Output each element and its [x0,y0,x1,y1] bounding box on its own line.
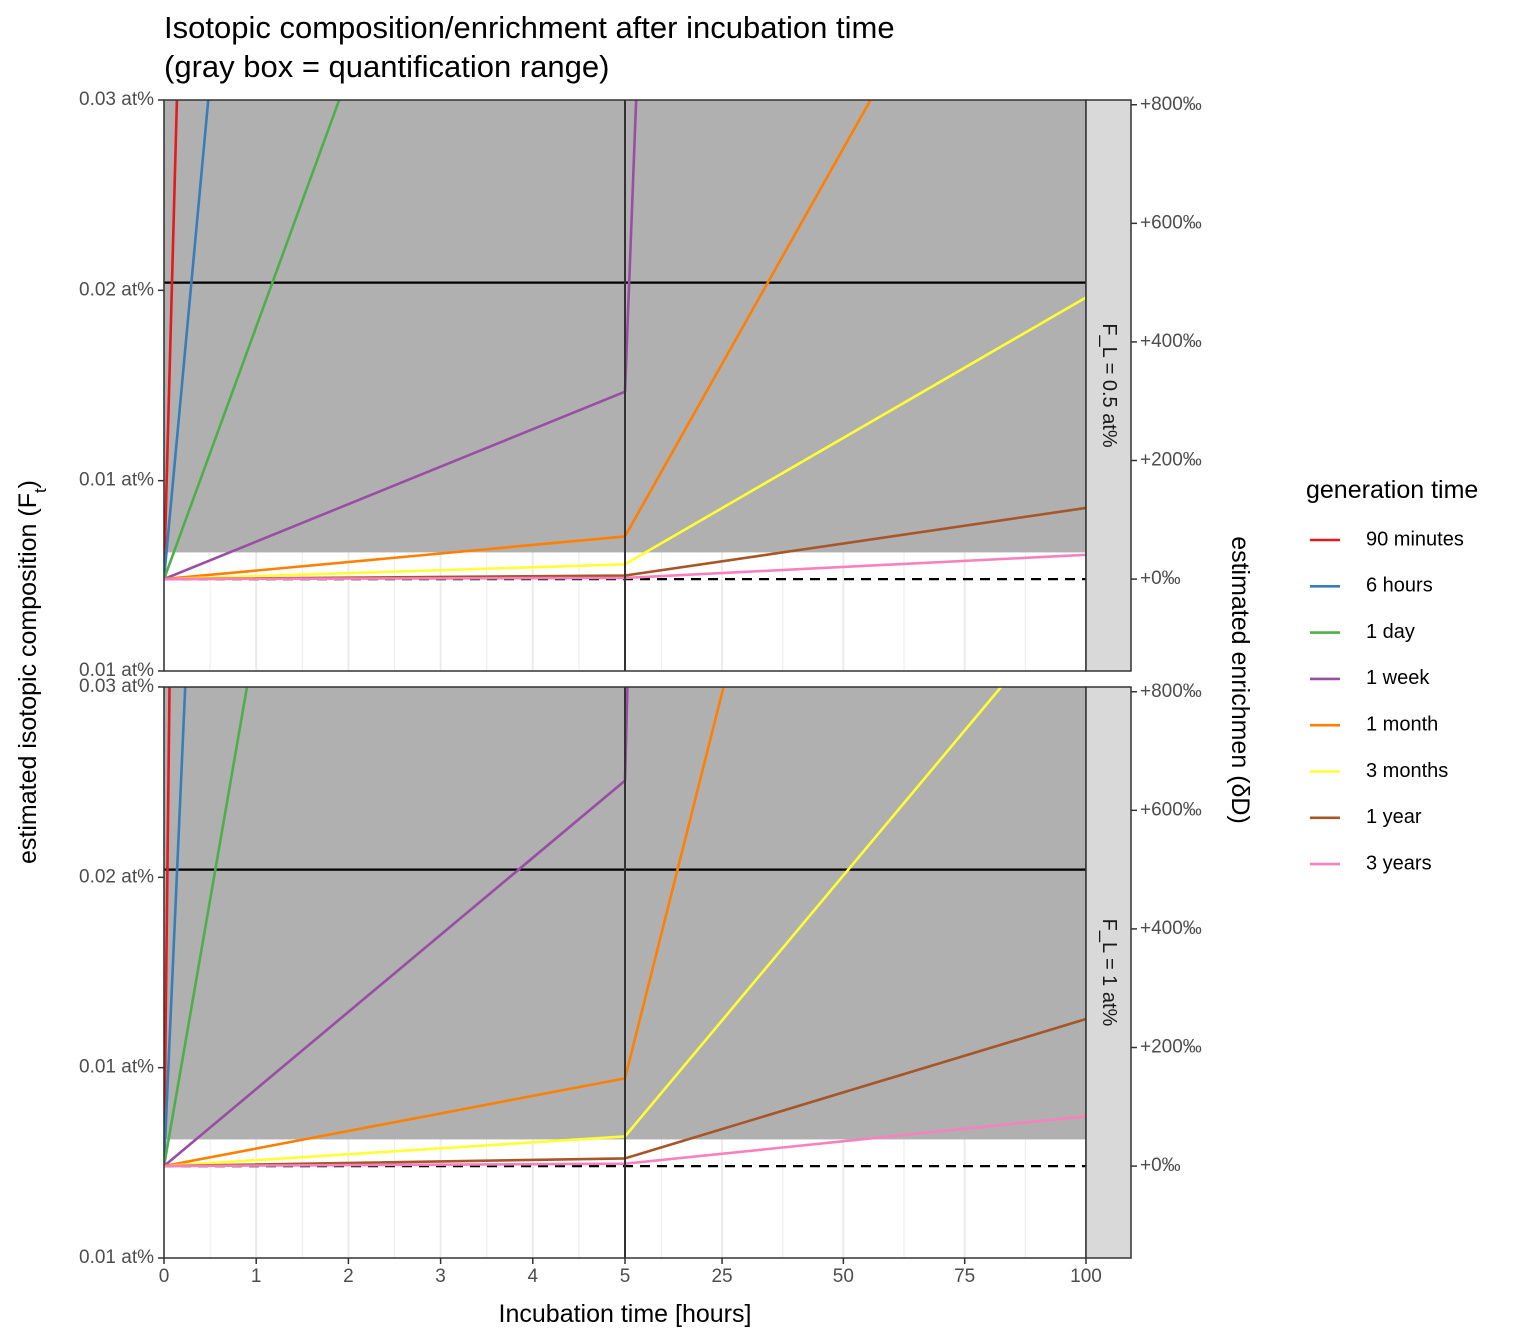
y-tick-label-right: +800‰ [1140,94,1202,115]
y-tick-label-left: 0.01 at% [79,660,154,681]
y-tick-label-left: 0.02 at% [79,279,154,300]
y-tick-label-left: 0.01 at% [79,1247,154,1268]
y-tick-label-right: +0‰ [1140,568,1181,589]
x-tick-label: 3 [435,1266,446,1287]
y-tick-label-left: 0.03 at% [79,89,154,110]
series-line-90-minutes [164,687,171,1167]
y-tick-label-right: +400‰ [1140,331,1202,352]
y-tick-label-right: +0‰ [1140,1155,1181,1176]
y-tick-label-right: +200‰ [1140,450,1202,471]
series-line-1-day [164,687,249,1167]
x-axis-title: Incubation time [hours] [499,1300,752,1328]
x-tick-label: 0 [159,1266,170,1287]
series-line-6-hours [164,687,187,1167]
legend-label: 3 months [1366,760,1448,782]
y-tick-label-left: 0.02 at% [79,866,154,887]
legend: generation time 90 minutes 6 hours 1 day 1 w… [1306,476,1478,874]
x-tick-label: 2 [343,1266,354,1287]
y-tick-label-right: +800‰ [1140,681,1202,702]
legend-label: 3 years [1366,852,1432,874]
y-axis-title-main: estimated isotopic composition (F [14,493,42,864]
series-line-90-minutes [164,100,179,580]
series-line-1-day [164,100,341,580]
y-axis-title-close: ) [14,480,42,488]
panel-2: F_L = 1 at% 0.01 at% 0.01 at% 0.02 at% 0.03 … [79,676,1202,1268]
panel-1: F_L = 0.5 at% 0.01 at% 0.01 at% 0.02 at% 0.0… [79,89,1202,681]
legend-label: 1 month [1366,713,1438,735]
legend-label: 1 week [1366,667,1430,689]
facet-strip [1085,686,1132,1259]
x-tick-label: 50 [833,1266,854,1287]
y-tick-label-left: 0.01 at% [79,1057,154,1078]
facet-strip [1085,99,1132,672]
chart-title: Isotopic composition/enrichment after in… [164,10,895,45]
legend-label: 1 day [1366,621,1415,643]
facet-strip-label: F_L = 0.5 at% [1098,323,1120,448]
legend-label: 6 hours [1366,575,1433,597]
x-tick-label: 25 [711,1266,732,1287]
y-tick-label-right: +400‰ [1140,918,1202,939]
y-axis-title-right: estimated enrichmen (δD) [1226,536,1254,824]
facet-strip-label: F_L = 1 at% [1098,919,1120,1027]
x-axis: 0 1 2 3 4 5 25 50 75 100 [159,1258,1102,1287]
x-tick-label: 5 [620,1266,631,1287]
legend-label: 90 minutes [1366,528,1464,550]
legend-title: generation time [1306,476,1478,504]
x-tick-label: 100 [1070,1266,1102,1287]
y-tick-label-left: 0.03 at% [79,676,154,697]
y-axis-title-left: estimated isotopic composition (Ft) [14,480,50,864]
y-tick-label-left: 0.01 at% [79,470,154,491]
y-tick-label-right: +600‰ [1140,799,1202,820]
panels-layer: F_L = 0.5 at% 0.01 at% 0.01 at% 0.02 at% 0.0… [79,89,1202,1287]
x-tick-label: 75 [954,1266,975,1287]
y-tick-label-right: +200‰ [1140,1037,1202,1058]
y-axis-title-subscript: t [31,488,50,493]
x-tick-label: 1 [251,1266,262,1287]
x-tick-label: 4 [528,1266,539,1287]
series-line-6-hours [164,100,210,580]
chart-subtitle: (gray box = quantification range) [164,49,609,84]
y-tick-label-right: +600‰ [1140,212,1202,233]
legend-label: 1 year [1366,806,1422,828]
